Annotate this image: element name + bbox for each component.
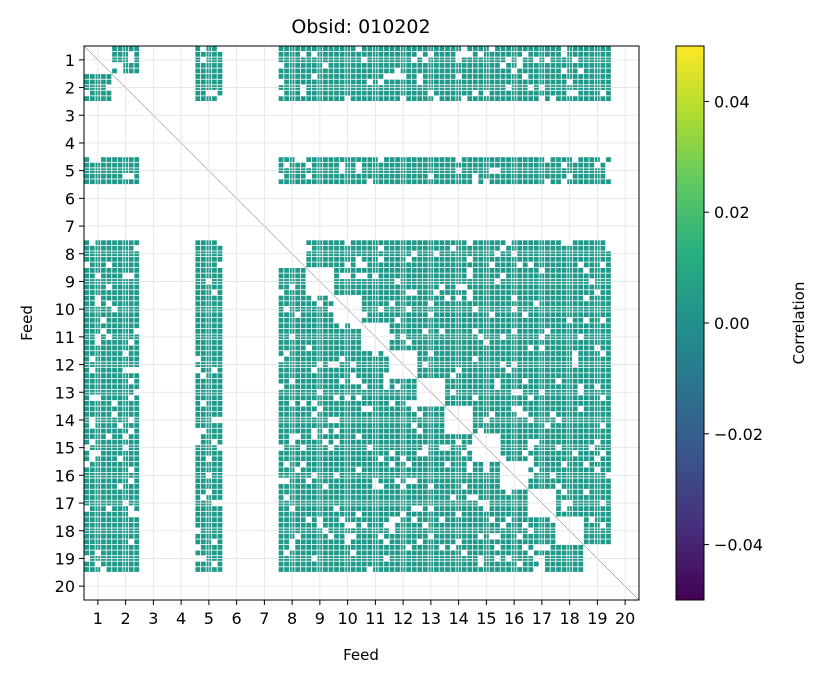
y-tick-label: 10 [55,300,75,319]
x-tick-label: 6 [232,609,242,628]
y-tick-label: 8 [65,245,75,264]
y-tick-label: 20 [55,577,75,596]
x-tick-label: 4 [176,609,186,628]
plot-frame [83,45,640,601]
y-tick-label: 16 [55,466,75,485]
x-tick-label: 1 [93,609,103,628]
y-tick-label: 18 [55,522,75,541]
y-tick-label: 14 [55,411,75,430]
x-tick-label: 16 [504,609,524,628]
y-tick-label: 13 [55,383,75,402]
x-tick-label: 8 [287,609,297,628]
colorbar-label: Correlation [790,282,808,365]
y-tick-label: 4 [65,134,75,153]
x-axis-label: Feed [343,646,379,664]
x-tick-label: 18 [559,609,579,628]
y-tick-label: 5 [65,162,75,181]
x-tick-label: 15 [476,609,496,628]
colorbar-ticks: 0.04 0.02 0.00 −0.02 −0.04 [704,92,763,555]
colorbar-tick-label: 0.04 [714,92,750,111]
y-tick-label: 7 [65,217,75,236]
y-tick-label: 11 [55,328,75,347]
x-tick-label: 5 [204,609,214,628]
grid-lines [84,46,639,600]
x-tick-label: 2 [121,609,131,628]
x-tick-label: 17 [532,609,552,628]
y-tick-label: 15 [55,439,75,458]
colorbar [675,45,705,601]
y-tick-label: 3 [65,106,75,125]
x-tick-label: 13 [421,609,441,628]
colorbar-tick-label: 0.00 [714,314,750,333]
colorbar-tick-label: 0.02 [714,203,750,222]
y-tick-label: 9 [65,272,75,291]
x-tick-label: 3 [148,609,158,628]
x-tick-label: 20 [615,609,635,628]
y-tick-label: 1 [65,51,75,70]
colorbar-tick-label: −0.04 [714,536,763,555]
y-axis-label: Feed [18,305,36,341]
x-tick-label: 10 [337,609,357,628]
y-tick-label: 17 [55,494,75,513]
x-tick-label: 11 [365,609,385,628]
y-tick-label: 12 [55,356,75,375]
x-tick-label: 19 [587,609,607,628]
colorbar-tick-label: −0.02 [714,425,763,444]
y-tick-label: 19 [55,549,75,568]
x-tick-label: 12 [393,609,413,628]
chart-title: Obsid: 010202 [291,16,430,38]
x-tick-label: 9 [315,609,325,628]
x-tick-label: 7 [259,609,269,628]
x-tick-label: 14 [448,609,468,628]
x-axis-ticks: 1 2 3 4 5 6 7 8 9 10 11 12 13 14 15 16 17 18 19 20 [93,600,635,628]
y-tick-label: 2 [65,79,75,98]
heatmap-area [84,46,639,600]
y-tick-label: 6 [65,189,75,208]
